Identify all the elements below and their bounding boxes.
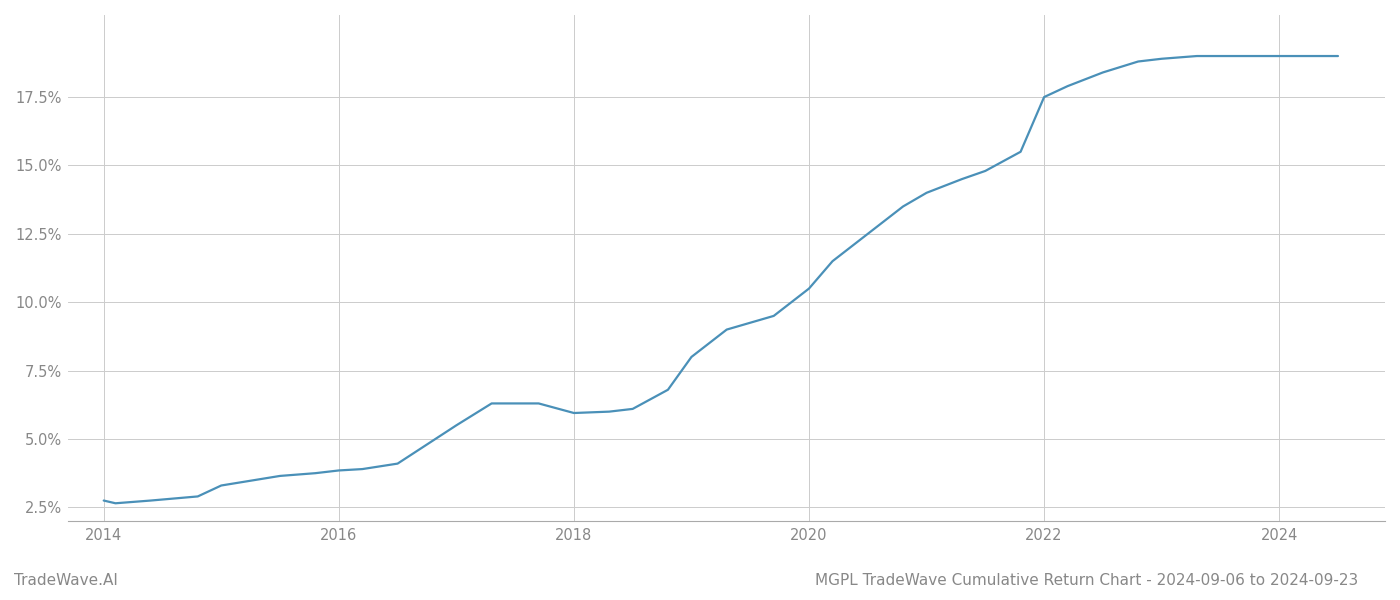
Text: TradeWave.AI: TradeWave.AI xyxy=(14,573,118,588)
Text: MGPL TradeWave Cumulative Return Chart - 2024-09-06 to 2024-09-23: MGPL TradeWave Cumulative Return Chart -… xyxy=(815,573,1358,588)
